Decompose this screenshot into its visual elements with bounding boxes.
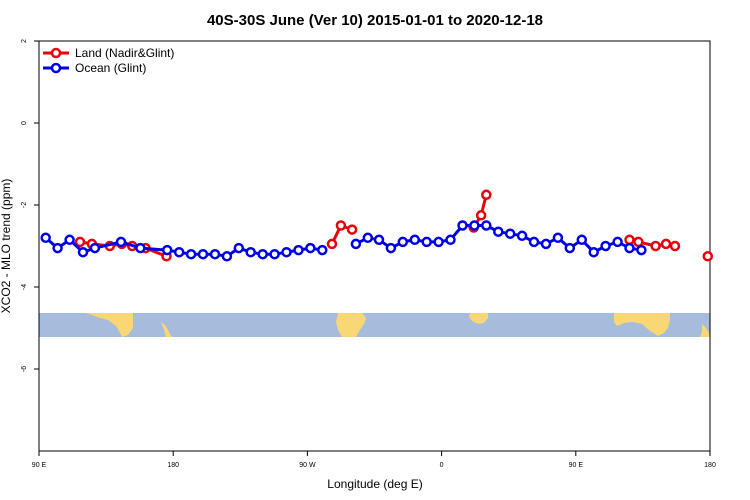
ocean-point-44 (624, 242, 635, 254)
plot-frame (38, 40, 711, 452)
land-point-13 (624, 234, 635, 246)
ocean-point-11 (209, 248, 221, 260)
ocean-point-39 (564, 242, 576, 254)
land-new-zealand-right (700, 324, 710, 337)
series-ocean (40, 220, 647, 262)
ocean-point-28 (433, 236, 444, 248)
ocean-point-27 (421, 236, 432, 248)
y-tick-label-0: 2 (21, 39, 28, 43)
ocean-point-22 (362, 232, 374, 244)
series-layer (40, 189, 714, 262)
ocean-point-37 (540, 238, 552, 250)
land-australia (78, 313, 133, 337)
ocean-point-45 (636, 244, 647, 256)
x-tick-label-5: 180 (704, 462, 716, 469)
ocean-point-5 (115, 236, 127, 248)
ocean-point-12 (221, 251, 233, 262)
ocean-point-24 (385, 242, 397, 254)
y-tick-label-3: -4 (21, 284, 28, 290)
legend-marker-land (50, 47, 62, 59)
ocean-point-17 (281, 246, 292, 258)
ocean-point-19 (305, 242, 316, 254)
ocean-point-36 (528, 236, 540, 248)
ocean-point-31 (469, 220, 480, 231)
land-point-0 (74, 236, 86, 248)
y-tick-label-2: -2 (21, 202, 28, 208)
legend: Land (Nadir&Glint)Ocean (Glint) (43, 46, 174, 75)
ocean-point-0 (40, 232, 51, 244)
ocean-point-30 (457, 220, 468, 231)
ocean-point-3 (77, 246, 89, 258)
legend-label-land: Land (Nadir&Glint) (75, 46, 174, 60)
ocean-point-26 (409, 234, 421, 246)
y-tick-label-4: -6 (21, 366, 28, 372)
ocean-point-32 (481, 220, 492, 231)
y-axis: 2 0 -2 -4 -6 (21, 39, 39, 372)
ocean-point-6 (135, 242, 146, 254)
land-australia-right (614, 313, 670, 336)
x-axis: 90 E 180 90 W 0 90 E 180 (32, 451, 716, 469)
ocean-point-2 (64, 234, 75, 246)
ocean-point-38 (552, 232, 564, 244)
land-point-9 (346, 224, 358, 235)
ocean-point-18 (293, 244, 304, 256)
land-point-7 (326, 238, 338, 250)
land-point-8 (335, 220, 347, 231)
ocean-point-33 (493, 226, 504, 237)
land-south-africa (469, 313, 488, 324)
ocean-point-21 (350, 238, 362, 250)
ocean-point-43 (612, 236, 623, 248)
legend-marker-ocean (50, 62, 62, 74)
land-point-18 (702, 251, 714, 262)
ocean-point-29 (445, 234, 456, 246)
ocean-point-42 (600, 240, 611, 252)
ocean-point-8 (173, 246, 185, 258)
ocean-point-23 (373, 234, 385, 246)
land-point-11 (475, 210, 487, 221)
ocean-point-25 (397, 236, 409, 248)
map-land (78, 313, 710, 337)
land-point-12 (481, 189, 492, 201)
land-new-zealand (161, 322, 172, 337)
y-tick-label-1: 0 (21, 121, 28, 125)
legend-label-ocean: Ocean (Glint) (75, 61, 146, 75)
x-tick-label-3: 0 (440, 462, 444, 469)
ocean-point-14 (245, 246, 256, 258)
x-axis-label: Longitude (deg E) (327, 477, 422, 491)
ocean-point-35 (516, 230, 528, 242)
ocean-point-41 (588, 246, 599, 258)
ocean-point-9 (185, 248, 197, 260)
land-point-14 (633, 236, 644, 248)
ocean-point-16 (269, 248, 280, 260)
land-point-16 (660, 238, 672, 250)
ocean-point-13 (233, 242, 245, 254)
x-tick-label-4: 90 E (569, 462, 584, 469)
land-south-america (336, 313, 366, 337)
x-tick-label-0: 90 E (32, 462, 47, 469)
ocean-point-34 (504, 228, 516, 239)
x-tick-label-1: 180 (167, 462, 179, 469)
ocean-point-7 (161, 244, 173, 256)
ocean-point-15 (257, 248, 268, 260)
land-point-15 (650, 240, 661, 252)
y-axis-label: XCO2 - MLO trend (ppm) (0, 179, 13, 314)
x-tick-label-2: 90 W (299, 462, 316, 469)
ocean-point-20 (317, 244, 328, 256)
chart-title: 40S-30S June (Ver 10) 2015-01-01 to 2020… (207, 12, 543, 29)
ocean-point-4 (89, 242, 101, 254)
map-strip (39, 313, 710, 337)
map-ocean (39, 313, 710, 337)
ocean-point-10 (197, 248, 209, 260)
ocean-point-1 (52, 242, 63, 254)
ocean-point-40 (576, 234, 588, 246)
land-point-17 (669, 240, 681, 252)
